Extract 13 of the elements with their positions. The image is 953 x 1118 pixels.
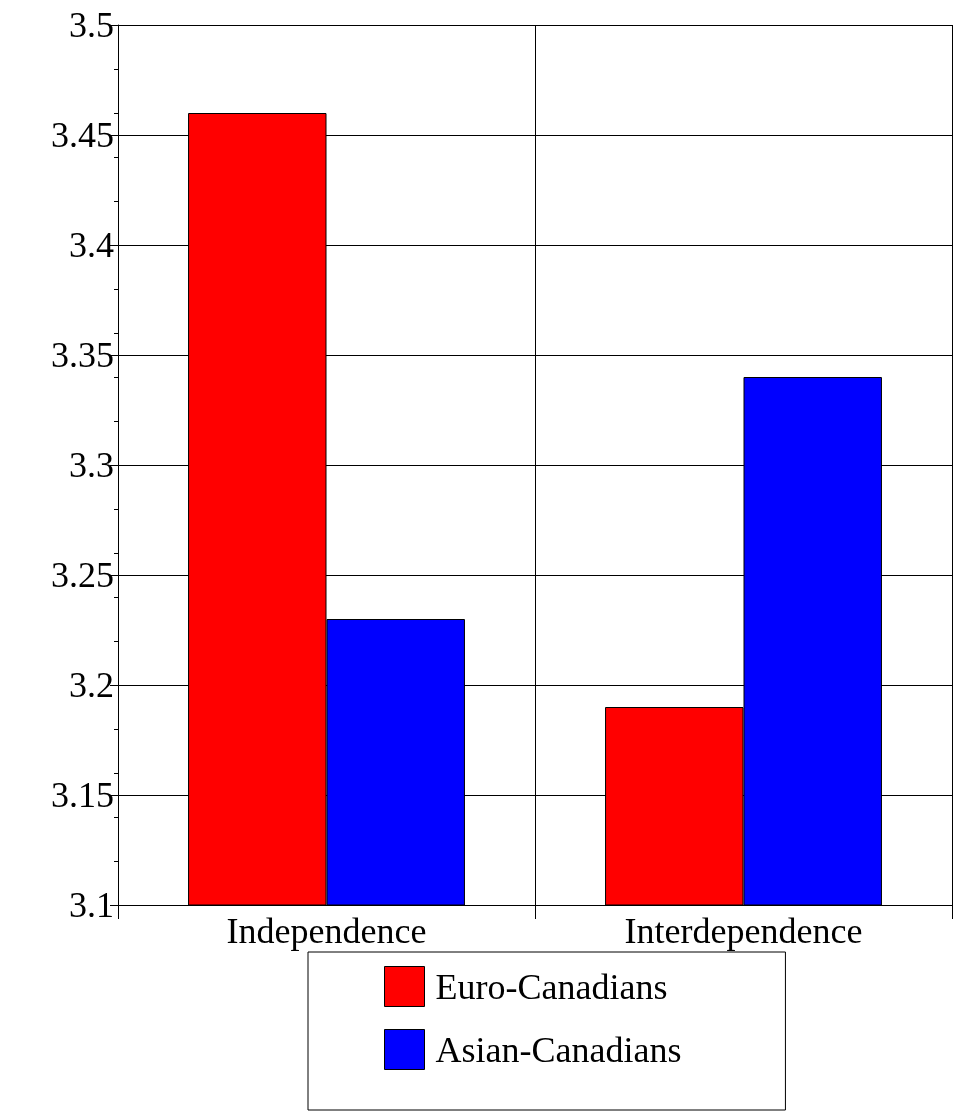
y-tick-label: 3.5 [69,5,114,45]
y-tick-label: 3.35 [51,335,114,375]
y-tick-label: 3.3 [69,445,114,485]
y-tick-label: 3.25 [51,555,114,595]
x-tick-label: Interdependence [624,911,863,951]
legend-label: Asian-Canadians [435,1029,682,1070]
y-tick-label: 3.4 [69,225,114,265]
y-tick-label: 3.45 [51,115,114,155]
y-tick-label: 3.15 [51,775,114,815]
x-tick-label: Independence [226,911,427,951]
legend-label: Euro-Canadians [435,966,668,1007]
y-tick-label: 3.2 [69,665,114,705]
y-tick-label: 3.1 [69,885,114,925]
